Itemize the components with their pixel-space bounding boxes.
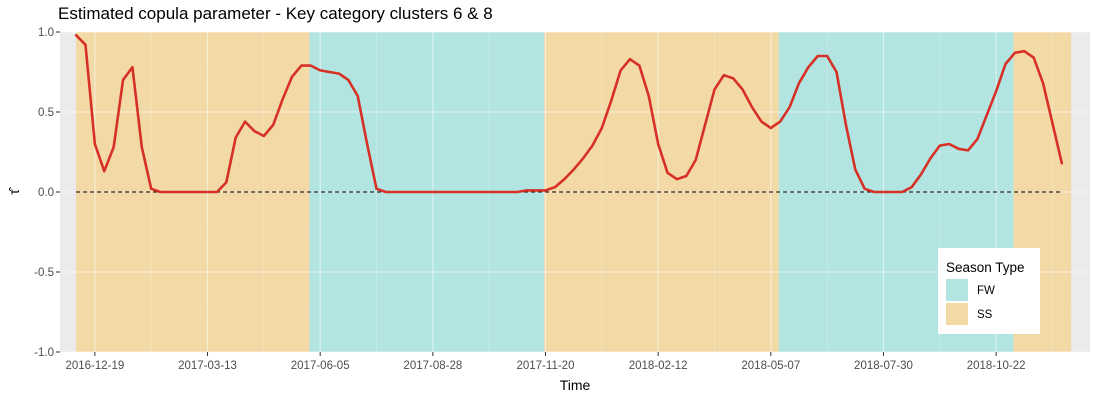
x-tick-label: 2018-10-22	[967, 360, 1026, 372]
legend-swatch-fw	[946, 279, 968, 301]
y-tick-label: -1.0	[34, 347, 54, 359]
legend: Season Type FW SS	[938, 248, 1040, 334]
x-axis-title: Time	[560, 377, 591, 393]
y-tick-label: -0.5	[34, 267, 54, 279]
x-tick-label: 2018-07-30	[854, 360, 913, 372]
legend-swatch-ss	[946, 303, 968, 325]
x-tick-label: 2017-11-20	[517, 360, 575, 372]
y-tick-label: 0.0	[38, 187, 54, 199]
y-axis-title: τ̂	[6, 186, 22, 195]
y-tick-label: 1.0	[38, 27, 54, 39]
legend-label-fw: FW	[977, 285, 995, 297]
x-tick-label: 2017-08-28	[403, 360, 462, 372]
x-tick-label: 2016-12-19	[65, 360, 124, 372]
chart-title: Estimated copula parameter - Key categor…	[58, 4, 493, 23]
series-line-0	[74, 33, 1064, 194]
x-tick-label: 2018-05-07	[741, 360, 800, 372]
x-tick-label: 2017-06-05	[291, 360, 350, 372]
legend-title: Season Type	[946, 260, 1025, 275]
y-tick-label: 0.5	[38, 107, 54, 119]
x-tick-label: 2017-03-13	[178, 360, 237, 372]
legend-label-ss: SS	[977, 309, 993, 321]
x-tick-label: 2018-02-12	[629, 360, 688, 372]
